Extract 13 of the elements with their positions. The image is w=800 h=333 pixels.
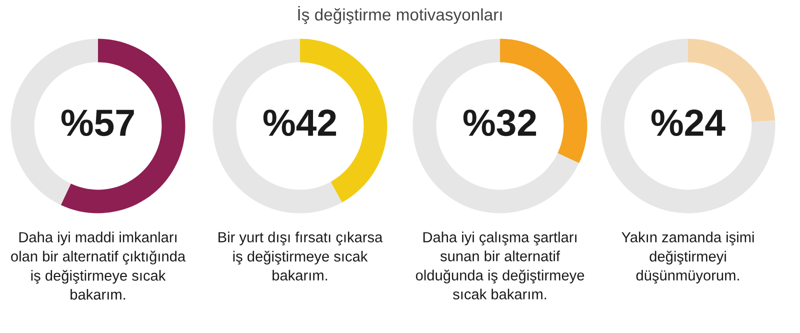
data-label: %24 (651, 110, 726, 136)
donut-slice (212, 38, 342, 214)
donut-slice (600, 38, 776, 214)
text: Daha iyi maddi imkanları olan bir alternatif çıktığında iş değiştirmeye sıcak bakarım. (11, 232, 186, 300)
data-label: %32 (463, 110, 536, 136)
donut-slice (412, 38, 579, 214)
data-label: %42 (263, 110, 336, 136)
donut-slice (60, 38, 186, 214)
text: Bir yurt dışı fırsatı çıkarsa iş değiştirmeye sıcak bakarım. (218, 232, 383, 281)
data-label: %57 (61, 110, 134, 136)
text: Yakın zamanda işimi değiştirmeyi düşünmüyorum. (622, 232, 754, 284)
text: Daha iyi çalışma şartları sunan bir alternatif olduğunda iş değiştirmeye sıcak bakarım. (416, 232, 584, 300)
text: İş değiştirme motivasyonları (298, 6, 502, 24)
